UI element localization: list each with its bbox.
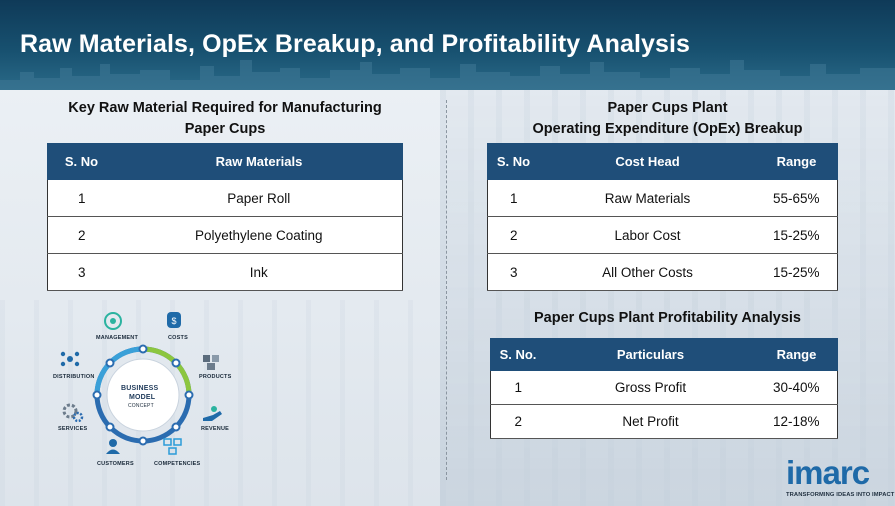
table-cell: 2 [47,216,116,254]
imarc-logo: imarc TRANSFORMING IDEAS INTO IMPACT [786,454,894,499]
table-row: 1 Paper Roll [47,179,403,217]
diagram-center-line2: MODEL [129,394,156,401]
costs-icon: $ [167,312,181,328]
table-cell: Net Profit [545,404,756,439]
raw-materials-table: S. No Raw Materials 1 Paper Roll 2 Polye… [47,143,403,291]
column-header: Particulars [545,338,756,371]
table-row: 3 All Other Costs 15-25% [487,253,838,291]
table-cell: Ink [115,253,403,291]
table-row: 1 Gross Profit 30-40% [490,370,838,405]
table-row: 2 Labor Cost 15-25% [487,216,838,254]
table-cell: 1 [487,179,540,217]
logo-wordmark: imarc [786,454,870,491]
competencies-icon [163,438,182,455]
background-factory-image-left [0,300,440,506]
table-cell: Gross Profit [545,370,756,405]
column-header: Range [755,143,838,180]
raw-materials-title-line1: Key Raw Material Required for Manufactur… [68,100,382,116]
column-header: S. No [487,143,540,180]
table-row: 1 Raw Materials 55-65% [487,179,838,217]
label-management: MANAGEMENT [96,335,139,341]
table-header-row: S. No Cost Head Range [487,143,838,180]
table-cell: 12-18% [755,404,838,439]
table-cell: Raw Materials [539,179,756,217]
customers-icon [106,439,120,454]
table-cell: 55-65% [755,179,838,217]
skyline-graphic [0,60,895,90]
products-icon [203,355,219,370]
revenue-icon [203,406,222,421]
diagram-center-line1: BUSINESS [121,385,159,392]
table-cell: 30-40% [755,370,838,405]
column-header: S. No. [490,338,546,371]
opex-title-line1: Paper Cups Plant [607,100,728,116]
table-cell: Labor Cost [539,216,756,254]
table-cell: 3 [47,253,116,291]
column-header: Raw Materials [115,143,403,180]
distribution-icon [60,351,80,367]
table-cell: 3 [487,253,540,291]
opex-table: S. No Cost Head Range 1 Raw Materials 55… [487,143,838,291]
column-header: Range [755,338,838,371]
services-icon [62,403,84,423]
section-divider [446,100,447,480]
table-row: 3 Ink [47,253,403,291]
table-cell: All Other Costs [539,253,756,291]
label-products: PRODUCTS [199,374,232,380]
column-header: S. No [47,143,116,180]
business-model-graphic: $ [60,312,222,455]
logo-tagline: TRANSFORMING IDEAS INTO IMPACT [786,492,895,498]
diagram-center-line3: CONCEPT [128,403,154,409]
table-cell: 2 [490,404,546,439]
management-icon [104,312,122,330]
table-cell: Polyethylene Coating [115,216,403,254]
table-cell: 1 [490,370,546,405]
table-header-row: S. No Raw Materials [47,143,403,180]
label-distribution: DISTRIBUTION [53,374,95,380]
table-row: 2 Polyethylene Coating [47,216,403,254]
table-cell: Paper Roll [115,179,403,217]
column-header: Cost Head [539,143,756,180]
label-customers: CUSTOMERS [97,461,134,467]
label-costs: COSTS [168,335,188,341]
svg-text:$: $ [171,316,176,326]
opex-title-line2: Operating Expenditure (OpEx) Breakup [532,121,803,137]
raw-materials-title: Key Raw Material Required for Manufactur… [40,98,410,140]
label-competencies: COMPETENCIES [154,461,201,467]
table-row: 2 Net Profit 12-18% [490,404,838,439]
table-cell: 1 [47,179,116,217]
label-revenue: REVENUE [201,426,229,432]
label-services: SERVICES [58,426,88,432]
table-cell: 15-25% [755,216,838,254]
table-header-row: S. No. Particulars Range [490,338,838,371]
business-model-diagram: $ BUSINESS MODEL CONCEPT MANAGEMENT COST… [50,305,250,475]
header-banner: Raw Materials, OpEx Breakup, and Profita… [0,0,895,90]
opex-title: Paper Cups Plant Operating Expenditure (… [480,98,855,140]
table-cell: 15-25% [755,253,838,291]
profitability-table: S. No. Particulars Range 1 Gross Profit … [490,338,838,439]
profitability-title: Paper Cups Plant Profitability Analysis [534,310,801,326]
page-title: Raw Materials, OpEx Breakup, and Profita… [20,30,691,58]
raw-materials-title-line2: Paper Cups [184,121,266,137]
table-cell: 2 [487,216,540,254]
